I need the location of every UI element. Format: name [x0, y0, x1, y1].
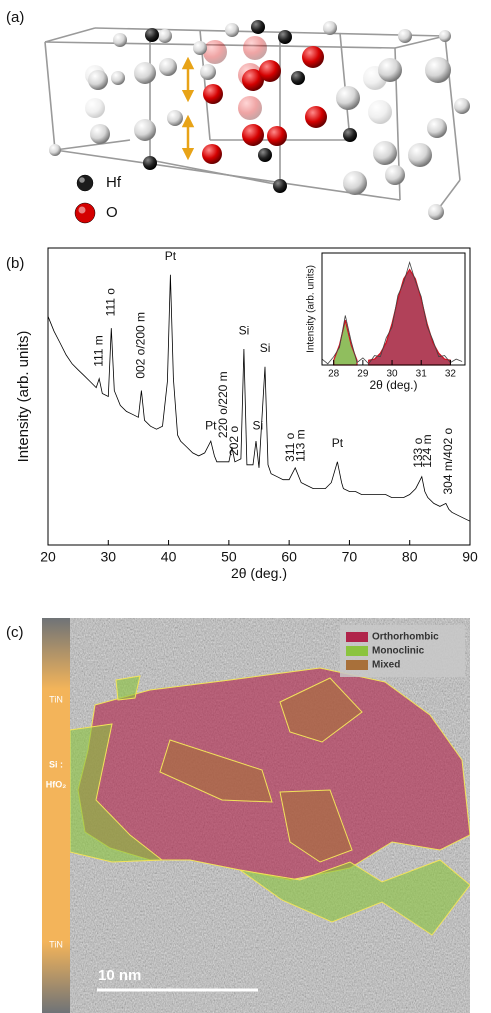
x-tick-label: 32 — [445, 369, 457, 380]
legend-label: O — [106, 204, 118, 221]
fit-area — [368, 268, 451, 366]
peak-label: Pt — [165, 249, 177, 263]
panel-label: (b) — [6, 255, 24, 272]
x-tick-label: 30 — [386, 369, 398, 380]
legend-marker — [76, 174, 94, 192]
legend-swatch — [346, 646, 368, 656]
peak-label: 111 m — [91, 335, 105, 367]
x-tick-label: 80 — [402, 548, 418, 564]
mixed-region — [279, 789, 353, 863]
layer-label: Si : — [49, 759, 63, 769]
peak-label: 304 m/402 o — [441, 427, 455, 494]
legend-swatch — [346, 660, 368, 670]
x-tick-label: 60 — [281, 548, 297, 564]
peak-label: Pt — [205, 418, 217, 432]
data-line — [321, 261, 463, 365]
peak-label: Pt — [332, 436, 344, 450]
legend-label: Orthorhombic — [372, 632, 439, 643]
plot-frame — [321, 252, 466, 366]
electrode-bar — [42, 618, 70, 1013]
inset-chart: 28 29 30 31 32 2θ (deg.) Intensity (arb. units… — [306, 252, 466, 392]
legend-label: Monoclinic — [372, 646, 425, 657]
legend-label: Mixed — [372, 660, 400, 671]
x-tick-label: 31 — [416, 369, 428, 380]
x-tick-label: 28 — [328, 369, 340, 380]
panel-label: (c) — [6, 624, 24, 641]
peak-label: 133 o — [411, 437, 425, 467]
peak-label: Si — [252, 418, 263, 432]
x-tick-label: 40 — [161, 548, 177, 564]
atoms — [49, 20, 470, 220]
crystal-structure — [44, 20, 470, 220]
monoclinic-region — [69, 723, 164, 863]
mixed-region — [279, 677, 363, 743]
phase-legend: Orthorhombic Monoclinic Mixed — [346, 632, 439, 671]
peak-label: 220 o/220 m — [216, 371, 230, 438]
fit-area — [333, 320, 358, 366]
monoclinic-region — [239, 859, 470, 936]
legend-marker — [74, 202, 96, 224]
legend-highlight — [78, 206, 86, 214]
x-tick-label: 90 — [462, 548, 478, 564]
legend-swatch — [346, 632, 368, 642]
peak-label: Si — [260, 341, 271, 355]
layer-label: HfO₂ — [46, 779, 67, 789]
x-tick-label: 50 — [221, 548, 237, 564]
peak-label: Si — [239, 323, 250, 337]
x-axis-label: 2θ (deg.) — [369, 378, 417, 392]
layer-label: TiN — [49, 939, 63, 949]
panel-label: (a) — [6, 9, 24, 26]
layer-label: TiN — [49, 694, 63, 704]
peak-label: 002 o/200 m — [134, 312, 148, 379]
micrograph — [42, 618, 470, 1013]
faded-atoms — [85, 36, 392, 124]
monoclinic-region — [115, 675, 141, 701]
x-tick-label: 29 — [357, 369, 369, 380]
legend-highlight — [79, 177, 85, 183]
peak-label: 202 o — [227, 426, 241, 456]
mixed-region — [159, 739, 273, 803]
legend-label: Hf — [106, 174, 122, 191]
x-axis-label: 2θ (deg.) — [231, 565, 287, 581]
y-axis-label: Intensity (arb. units) — [306, 265, 317, 353]
scale-bar-label: 10 nm — [98, 967, 141, 984]
y-axis-label: Intensity (arb. units) — [15, 331, 32, 463]
peak-label: 111 o — [103, 288, 117, 317]
x-tick-label: 70 — [342, 548, 358, 564]
x-tick-label: 30 — [100, 548, 116, 564]
peak-label: 113 m — [293, 429, 307, 461]
x-tick-label: 20 — [40, 548, 56, 564]
peak-label: 311 o — [283, 432, 297, 461]
plot-frame — [47, 247, 471, 546]
data-line — [47, 274, 471, 522]
structure-legend: Hf O — [74, 174, 122, 224]
peak-label: 124 m — [420, 434, 434, 467]
